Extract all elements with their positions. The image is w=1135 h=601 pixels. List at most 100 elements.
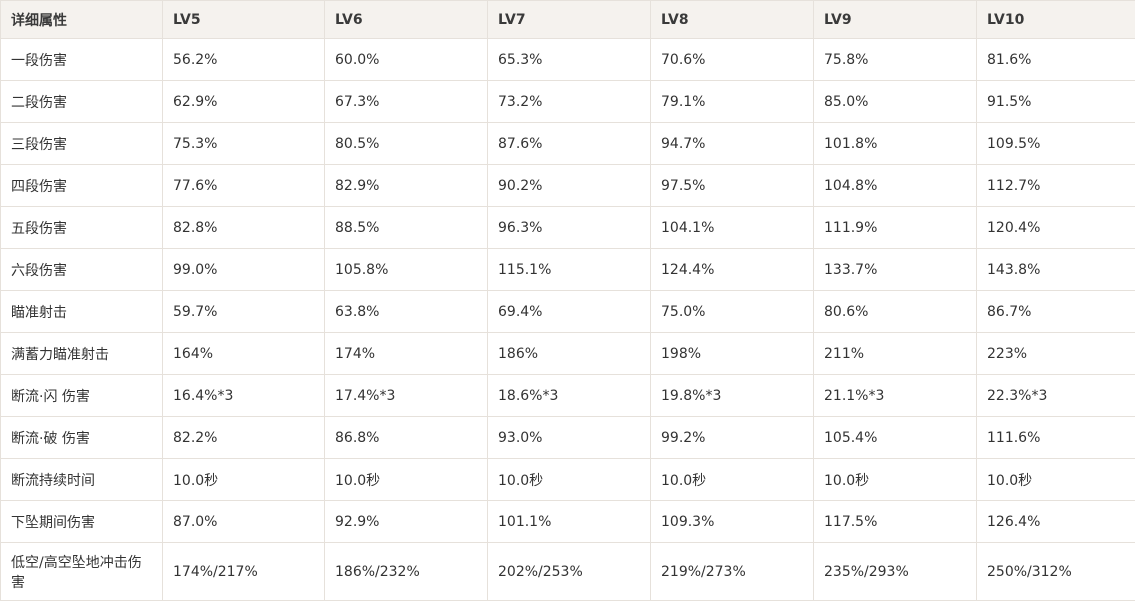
value-cell: 126.4% (977, 501, 1135, 543)
value-cell: 62.9% (163, 81, 325, 123)
value-cell: 186% (488, 333, 651, 375)
value-cell: 75.8% (814, 39, 977, 81)
value-cell: 91.5% (977, 81, 1135, 123)
value-cell: 88.5% (325, 207, 488, 249)
row-label: 二段伤害 (1, 81, 163, 123)
value-cell: 10.0秒 (325, 459, 488, 501)
value-cell: 111.9% (814, 207, 977, 249)
value-cell: 86.7% (977, 291, 1135, 333)
value-cell: 115.1% (488, 249, 651, 291)
value-cell: 112.7% (977, 165, 1135, 207)
header-cell: 详细属性 (1, 1, 163, 39)
header-cell: LV10 (977, 1, 1135, 39)
value-cell: 87.0% (163, 501, 325, 543)
header-cell: LV9 (814, 1, 977, 39)
value-cell: 99.0% (163, 249, 325, 291)
value-cell: 97.5% (651, 165, 814, 207)
value-cell: 93.0% (488, 417, 651, 459)
value-cell: 109.5% (977, 123, 1135, 165)
value-cell: 17.4%*3 (325, 375, 488, 417)
value-cell: 82.9% (325, 165, 488, 207)
header-cell: LV5 (163, 1, 325, 39)
value-cell: 80.5% (325, 123, 488, 165)
value-cell: 86.8% (325, 417, 488, 459)
value-cell: 59.7% (163, 291, 325, 333)
header-cell: LV8 (651, 1, 814, 39)
value-cell: 223% (977, 333, 1135, 375)
value-cell: 10.0秒 (651, 459, 814, 501)
value-cell: 60.0% (325, 39, 488, 81)
value-cell: 111.6% (977, 417, 1135, 459)
value-cell: 22.3%*3 (977, 375, 1135, 417)
row-label: 断流持续时间 (1, 459, 163, 501)
value-cell: 94.7% (651, 123, 814, 165)
value-cell: 96.3% (488, 207, 651, 249)
value-cell: 174% (325, 333, 488, 375)
value-cell: 198% (651, 333, 814, 375)
value-cell: 109.3% (651, 501, 814, 543)
row-label: 满蓄力瞄准射击 (1, 333, 163, 375)
value-cell: 202%/253% (488, 543, 651, 601)
value-cell: 101.1% (488, 501, 651, 543)
row-label: 一段伤害 (1, 39, 163, 81)
value-cell: 75.3% (163, 123, 325, 165)
row-label: 低空/高空坠地冲击伤害 (1, 543, 163, 601)
value-cell: 10.0秒 (814, 459, 977, 501)
value-cell: 69.4% (488, 291, 651, 333)
value-cell: 82.8% (163, 207, 325, 249)
header-cell: LV6 (325, 1, 488, 39)
value-cell: 104.1% (651, 207, 814, 249)
row-label: 六段伤害 (1, 249, 163, 291)
value-cell: 101.8% (814, 123, 977, 165)
row-label: 三段伤害 (1, 123, 163, 165)
value-cell: 105.8% (325, 249, 488, 291)
value-cell: 67.3% (325, 81, 488, 123)
value-cell: 87.6% (488, 123, 651, 165)
value-cell: 19.8%*3 (651, 375, 814, 417)
value-cell: 105.4% (814, 417, 977, 459)
value-cell: 10.0秒 (163, 459, 325, 501)
value-cell: 80.6% (814, 291, 977, 333)
value-cell: 186%/232% (325, 543, 488, 601)
value-cell: 99.2% (651, 417, 814, 459)
value-cell: 92.9% (325, 501, 488, 543)
row-label: 五段伤害 (1, 207, 163, 249)
value-cell: 65.3% (488, 39, 651, 81)
value-cell: 117.5% (814, 501, 977, 543)
value-cell: 211% (814, 333, 977, 375)
value-cell: 85.0% (814, 81, 977, 123)
value-cell: 164% (163, 333, 325, 375)
row-label: 四段伤害 (1, 165, 163, 207)
value-cell: 235%/293% (814, 543, 977, 601)
value-cell: 124.4% (651, 249, 814, 291)
value-cell: 16.4%*3 (163, 375, 325, 417)
value-cell: 82.2% (163, 417, 325, 459)
value-cell: 104.8% (814, 165, 977, 207)
value-cell: 120.4% (977, 207, 1135, 249)
row-label: 断流·破 伤害 (1, 417, 163, 459)
header-cell: LV7 (488, 1, 651, 39)
value-cell: 77.6% (163, 165, 325, 207)
value-cell: 250%/312% (977, 543, 1135, 601)
value-cell: 79.1% (651, 81, 814, 123)
value-cell: 21.1%*3 (814, 375, 977, 417)
value-cell: 75.0% (651, 291, 814, 333)
value-cell: 56.2% (163, 39, 325, 81)
row-label: 瞄准射击 (1, 291, 163, 333)
row-label: 断流·闪 伤害 (1, 375, 163, 417)
value-cell: 81.6% (977, 39, 1135, 81)
value-cell: 133.7% (814, 249, 977, 291)
